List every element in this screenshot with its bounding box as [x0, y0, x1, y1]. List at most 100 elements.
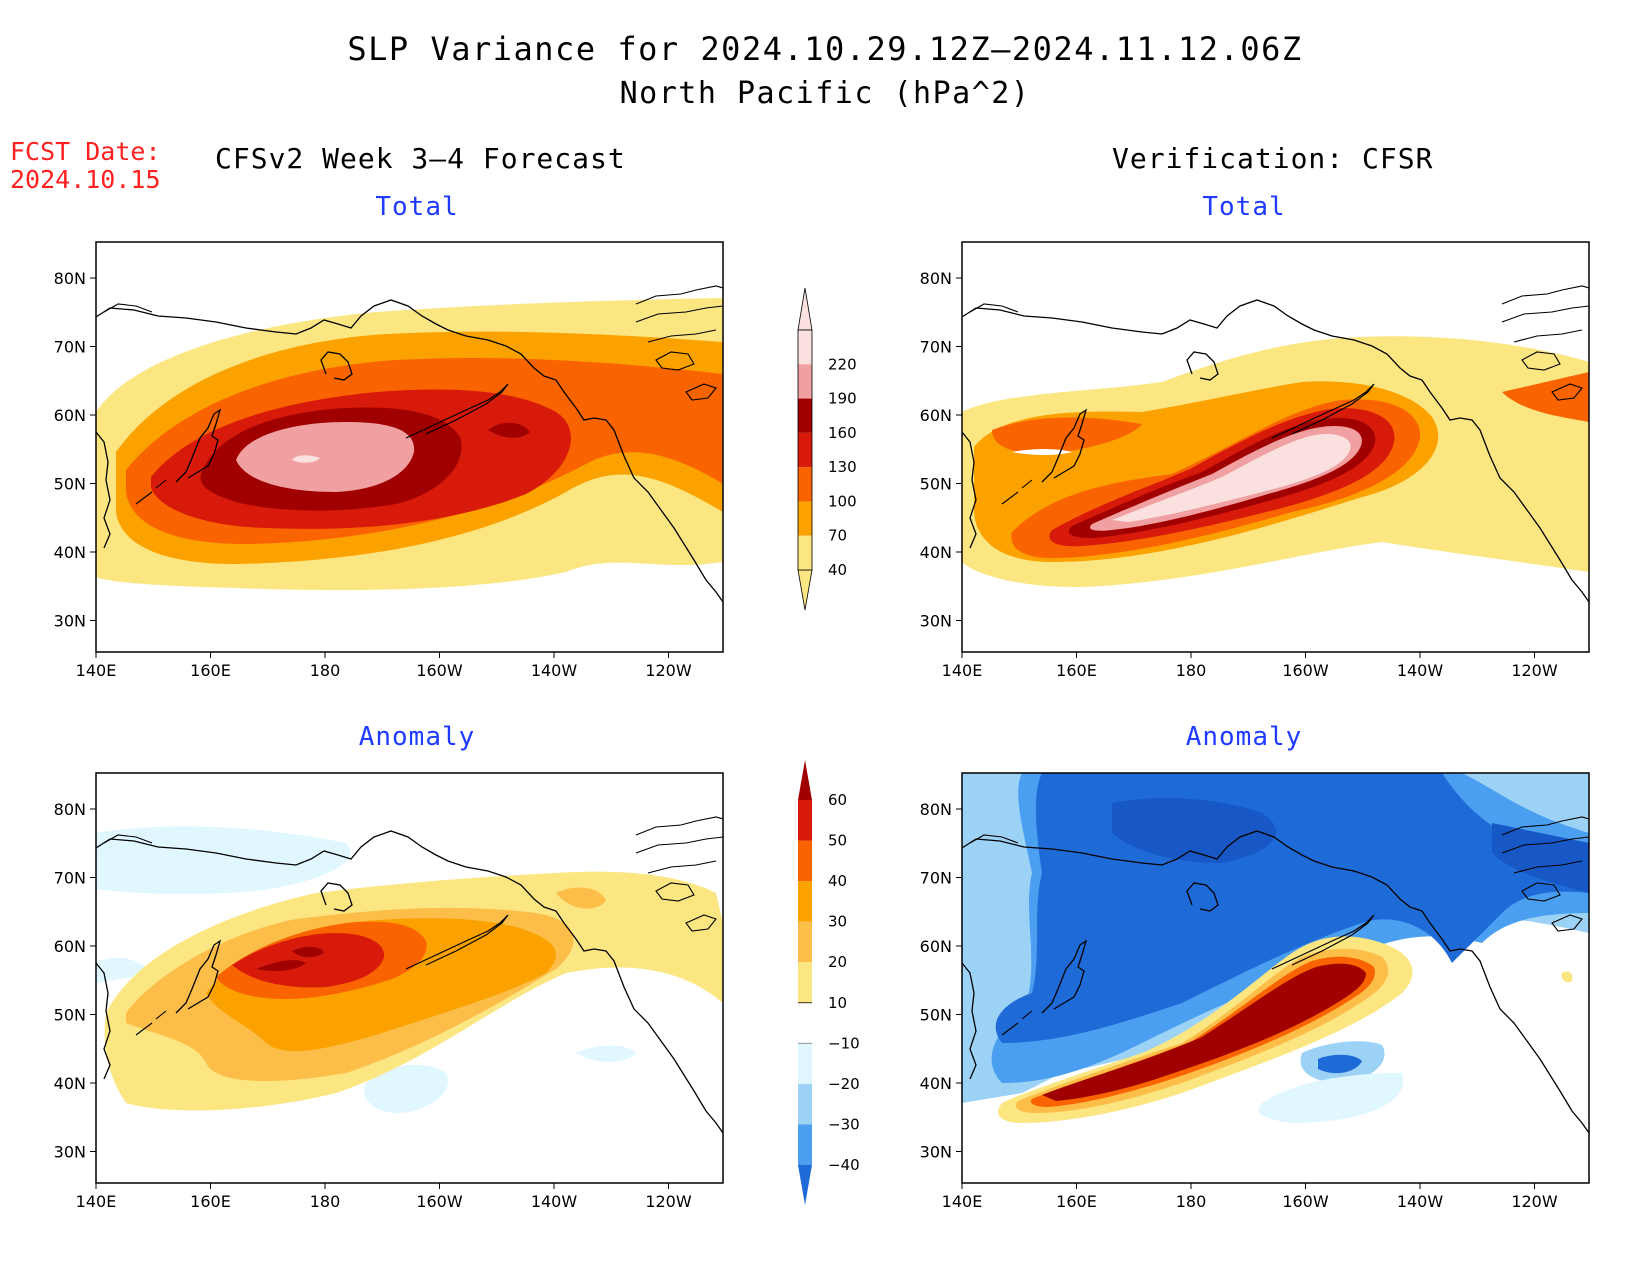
colorbar-anomaly-label: 30 — [828, 913, 847, 931]
lat-label: 60N — [920, 406, 952, 425]
colorbar-anomaly-swatch — [798, 1043, 812, 1084]
lon-label: 140W — [1397, 1192, 1444, 1211]
colorbar-total-swatch — [798, 364, 812, 399]
lat-label: 50N — [54, 1006, 86, 1025]
lat-label: 30N — [920, 612, 952, 631]
map-bottom-right — [961, 772, 1590, 1184]
lat-label: 60N — [920, 937, 952, 956]
lat-label: 80N — [54, 800, 86, 819]
lon-label: 160W — [1282, 661, 1329, 680]
colorbar-total: 220 190 160 130 100 70 40 — [797, 287, 857, 611]
main-subtitle: North Pacific (hPa^2) — [619, 76, 1031, 111]
left-column-title: CFSv2 Week 3–4 Forecast — [215, 142, 626, 175]
lat-label: 80N — [920, 800, 952, 819]
panel-label-bottom-left: Anomaly — [358, 722, 476, 752]
main-title: SLP Variance for 2024.10.29.12Z–2024.11.… — [347, 30, 1303, 68]
lon-label: 160E — [190, 661, 231, 680]
colorbar-total-swatch — [798, 501, 812, 536]
lat-label: 70N — [920, 338, 952, 357]
panel-label-top-right: Total — [1202, 192, 1286, 222]
colorbar-anomaly-label: 40 — [828, 872, 847, 890]
colorbar-anomaly: 60 50 40 30 20 10 −10 −20 −30 −40 — [798, 760, 860, 1205]
lat-label: 50N — [920, 475, 952, 494]
lon-label: 180 — [1176, 661, 1207, 680]
lat-label: 40N — [54, 1074, 86, 1093]
lon-label: 120W — [1511, 1192, 1558, 1211]
lat-label: 50N — [54, 475, 86, 494]
colorbar-anomaly-label: 60 — [828, 791, 847, 809]
colorbar-total-frame — [797, 329, 813, 571]
lon-label: 140W — [1397, 661, 1444, 680]
colorbar-anomaly-label: 10 — [828, 994, 847, 1012]
colorbar-total-label: 70 — [828, 527, 847, 545]
lon-label: 140W — [531, 661, 578, 680]
right-column-title: Verification: CFSR — [1112, 142, 1434, 175]
colorbar-total-swatch — [798, 398, 812, 433]
colorbar-total-label: 220 — [828, 355, 857, 373]
colorbar-anomaly-swatch — [798, 1083, 812, 1125]
colorbar-anomaly-swatch — [798, 962, 812, 1003]
lat-label: 40N — [54, 543, 86, 562]
colorbar-total-swatch — [798, 432, 812, 468]
colorbar-total-label: 160 — [828, 424, 857, 442]
panel-label-top-left: Total — [375, 192, 459, 222]
colorbar-anomaly-label: −20 — [828, 1075, 860, 1093]
colorbar-anomaly-swatch — [798, 881, 812, 922]
colorbar-total-label: 130 — [828, 458, 857, 476]
fcst-date-value: 2024.10.15 — [10, 165, 161, 194]
colorbar-total-swatch — [798, 535, 812, 570]
colorbar-total-swatch — [798, 330, 812, 365]
lat-label: 50N — [920, 1006, 952, 1025]
panel-label-bottom-right: Anomaly — [1185, 722, 1303, 752]
colorbar-anomaly-swatch — [798, 921, 812, 963]
lon-label: 160W — [416, 1192, 463, 1211]
lat-label: 60N — [54, 937, 86, 956]
lon-label: 140E — [942, 661, 983, 680]
colorbar-anomaly-swatch — [798, 1124, 812, 1165]
lon-label: 120W — [1511, 661, 1558, 680]
lat-label: 30N — [54, 1143, 86, 1162]
lon-label: 140E — [942, 1192, 983, 1211]
colorbar-anomaly-swatch — [798, 1002, 812, 1044]
lat-label: 80N — [920, 269, 952, 288]
lat-label: 40N — [920, 543, 952, 562]
colorbar-total-swatch — [798, 467, 812, 502]
lon-label: 140E — [76, 661, 117, 680]
colorbar-anomaly-label: 20 — [828, 953, 847, 971]
colorbar-total-label: 100 — [828, 492, 857, 510]
lon-label: 140E — [76, 1192, 117, 1211]
lat-label: 70N — [54, 869, 86, 888]
lon-label: 180 — [1176, 1192, 1207, 1211]
lat-label: 60N — [54, 406, 86, 425]
colorbar-anomaly-label: −40 — [828, 1156, 860, 1174]
lon-label: 160W — [416, 661, 463, 680]
fcst-date-block: FCST Date: 2024.10.15 — [10, 138, 161, 194]
map-bottom-left — [95, 772, 724, 1184]
lat-label: 80N — [54, 269, 86, 288]
colorbar-anomaly-label: −30 — [828, 1115, 860, 1133]
map-top-right — [961, 241, 1590, 653]
colorbar-anomaly-swatch — [798, 800, 812, 841]
colorbar-total-label: 190 — [828, 390, 857, 408]
lat-label: 70N — [54, 338, 86, 357]
map-top-left — [95, 241, 724, 653]
colorbar-anomaly-label: 50 — [828, 832, 847, 850]
lon-label: 160E — [1056, 1192, 1097, 1211]
colorbar-total-label: 40 — [828, 561, 847, 579]
colorbar-anomaly-label: −10 — [828, 1034, 860, 1052]
lon-label: 180 — [310, 1192, 341, 1211]
lat-label: 40N — [920, 1074, 952, 1093]
axes-layer: 140E 160E 180 160W 140W 120W 80N 70N 60N 50N 40N 30… — [54, 269, 1558, 1211]
lon-label: 120W — [645, 661, 692, 680]
lat-label: 30N — [920, 1143, 952, 1162]
lon-label: 160E — [190, 1192, 231, 1211]
lat-label: 70N — [920, 869, 952, 888]
lon-label: 180 — [310, 661, 341, 680]
lon-label: 140W — [531, 1192, 578, 1211]
lat-label: 30N — [54, 612, 86, 631]
lon-label: 160E — [1056, 661, 1097, 680]
lon-label: 120W — [645, 1192, 692, 1211]
colorbar-anomaly-swatch — [798, 840, 812, 882]
lon-label: 160W — [1282, 1192, 1329, 1211]
